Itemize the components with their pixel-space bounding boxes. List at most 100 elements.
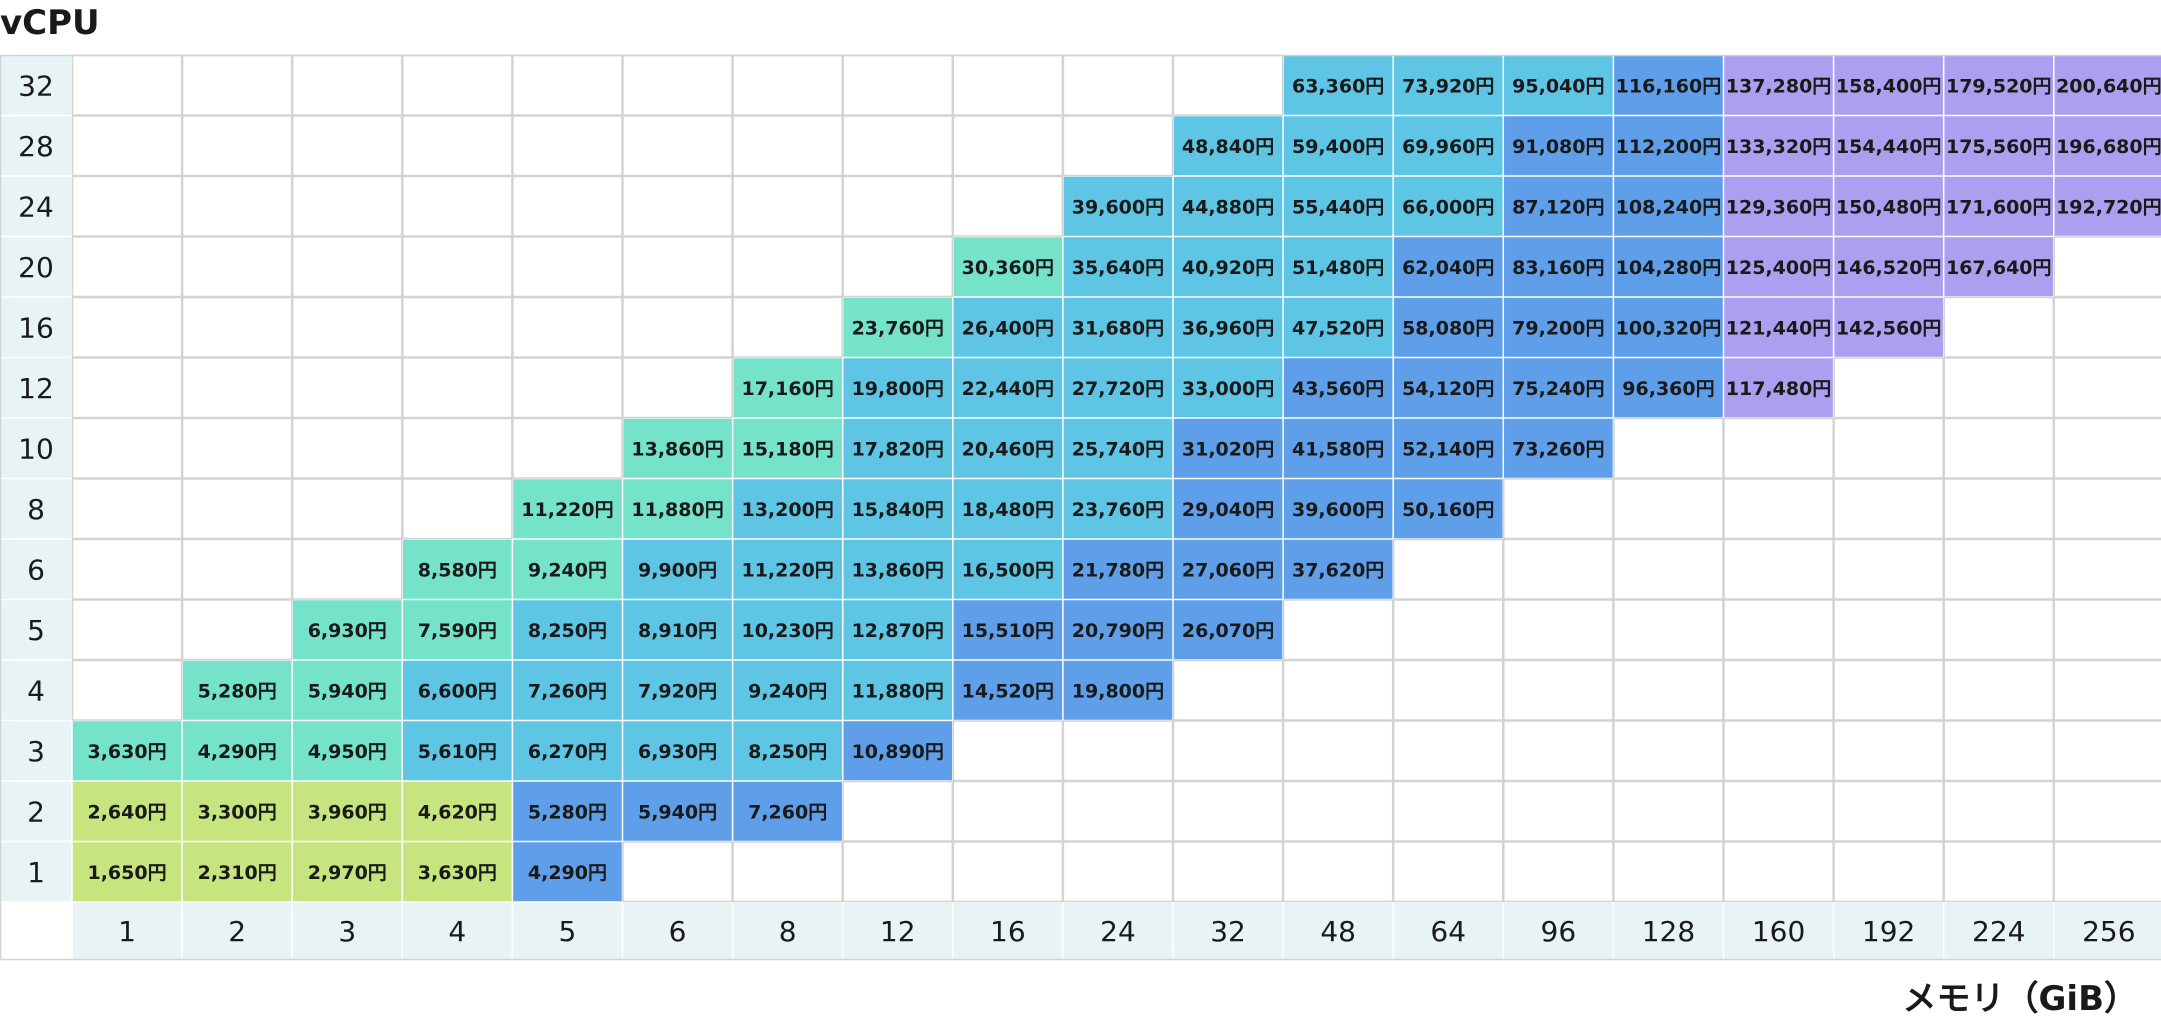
price-cell-fill bbox=[1723, 55, 1834, 116]
price-cell-label: 13,860円 bbox=[852, 559, 944, 581]
price-cell: 112,200円 bbox=[1613, 115, 1724, 176]
price-cell-label: 51,480円 bbox=[1292, 257, 1384, 279]
empty-cell bbox=[842, 115, 954, 177]
price-cell-label: 48,840円 bbox=[1182, 136, 1274, 158]
price-cell-label: 11,880円 bbox=[631, 499, 723, 521]
empty-cell bbox=[291, 296, 403, 358]
price-cell-fill bbox=[1613, 176, 1724, 237]
price-cell-fill bbox=[1283, 418, 1394, 479]
price-cell-fill bbox=[1283, 115, 1394, 176]
price-cell-fill bbox=[512, 720, 623, 781]
price-cell-label: 19,800円 bbox=[852, 378, 944, 400]
empty-cell bbox=[1613, 780, 1724, 842]
price-cell-fill bbox=[732, 539, 843, 600]
empty-cell bbox=[1503, 841, 1614, 903]
price-cell: 9,240円 bbox=[512, 539, 623, 600]
price-cell: 11,880円 bbox=[622, 478, 733, 539]
price-cell-fill bbox=[182, 720, 293, 781]
empty-cell bbox=[291, 417, 403, 479]
price-cell-fill bbox=[1613, 297, 1724, 358]
price-cell-label: 175,560円 bbox=[1946, 136, 2052, 158]
empty-cell bbox=[952, 720, 1064, 782]
price-cell-fill bbox=[1062, 660, 1173, 721]
empty-cell bbox=[402, 175, 513, 237]
price-cell-fill bbox=[1393, 115, 1504, 176]
price-cell-fill bbox=[1393, 418, 1504, 479]
price-cell-label: 35,640円 bbox=[1072, 257, 1164, 279]
price-cell-fill bbox=[622, 599, 733, 660]
price-cell-fill bbox=[1503, 297, 1614, 358]
price-cell: 100,320円 bbox=[1613, 297, 1724, 358]
price-cell-label: 7,920円 bbox=[638, 680, 717, 702]
price-cell: 15,510円 bbox=[952, 599, 1063, 660]
price-cell-fill bbox=[732, 478, 843, 539]
y-tick-label: 2 bbox=[27, 795, 45, 828]
price-cell-label: 9,900円 bbox=[638, 559, 717, 581]
price-cell: 19,800円 bbox=[1062, 660, 1173, 721]
x-tick-label: 5 bbox=[559, 915, 577, 948]
empty-cell bbox=[291, 236, 403, 298]
empty-cell bbox=[2053, 780, 2161, 842]
empty-cell bbox=[1943, 659, 2055, 721]
price-cell-fill bbox=[292, 781, 403, 842]
grid-frame bbox=[0, 54, 2161, 961]
empty-cell bbox=[1613, 841, 1724, 903]
x-tick-label: 64 bbox=[1430, 915, 1466, 948]
price-cell-fill bbox=[842, 720, 953, 781]
price-cell-fill bbox=[1283, 478, 1394, 539]
empty-cell bbox=[1172, 720, 1284, 782]
empty-cell bbox=[291, 538, 403, 600]
price-cell-fill bbox=[72, 781, 183, 842]
price-cell: 142,560円 bbox=[1833, 297, 1944, 358]
y-tick-label: 5 bbox=[27, 614, 45, 647]
price-cell-label: 62,040円 bbox=[1402, 257, 1494, 279]
price-cell: 13,860円 bbox=[842, 539, 953, 600]
price-cell: 116,160円 bbox=[1613, 55, 1724, 116]
price-cell-fill bbox=[622, 720, 733, 781]
price-cell: 47,520円 bbox=[1283, 297, 1394, 358]
price-cell: 62,040円 bbox=[1393, 236, 1504, 297]
price-cell: 20,460円 bbox=[952, 418, 1063, 479]
empty-cell bbox=[1723, 659, 1834, 721]
empty-cell bbox=[181, 599, 293, 661]
price-cell-label: 104,280円 bbox=[1616, 257, 1722, 279]
empty-cell bbox=[181, 538, 293, 600]
price-cell-label: 18,480円 bbox=[962, 499, 1054, 521]
price-cell-label: 11,220円 bbox=[521, 499, 613, 521]
price-cell: 179,520円 bbox=[1943, 55, 2054, 116]
x-axis-band bbox=[72, 902, 2161, 960]
empty-cell bbox=[1833, 599, 1944, 661]
price-cell-label: 196,680円 bbox=[2056, 136, 2161, 158]
price-cell: 19,800円 bbox=[842, 357, 953, 418]
y-tick-label: 4 bbox=[27, 674, 45, 707]
empty-cell bbox=[402, 478, 513, 540]
price-cell-fill bbox=[1943, 115, 2054, 176]
price-cell: 23,760円 bbox=[842, 297, 953, 358]
price-cell-label: 19,800円 bbox=[1072, 680, 1164, 702]
empty-cell bbox=[181, 236, 293, 298]
empty-cell bbox=[1062, 115, 1174, 177]
price-cell-label: 73,260円 bbox=[1512, 438, 1604, 460]
price-cell-fill bbox=[1833, 297, 1944, 358]
price-cell: 3,630円 bbox=[402, 841, 513, 902]
empty-cell bbox=[1833, 720, 1944, 782]
empty-cell bbox=[1943, 417, 2055, 479]
empty-cell bbox=[402, 296, 513, 358]
price-cell-label: 21,780円 bbox=[1072, 559, 1164, 581]
price-cell: 48,840円 bbox=[1173, 115, 1284, 176]
empty-cell bbox=[1062, 780, 1174, 842]
price-cells: 1,650円 2,310円 2,970円 3,630円 4,290円 2,640円 3,30… bbox=[72, 55, 2161, 902]
price-cell-label: 7,260円 bbox=[748, 801, 827, 823]
price-cell-fill bbox=[1062, 539, 1173, 600]
price-cell: 37,620円 bbox=[1283, 539, 1394, 600]
empty-cell bbox=[732, 236, 843, 298]
empty-cell bbox=[512, 296, 623, 358]
empty-cell bbox=[1392, 538, 1504, 600]
price-cell: 2,310円 bbox=[182, 841, 293, 902]
price-cell: 75,240円 bbox=[1503, 357, 1614, 418]
price-cell: 50,160円 bbox=[1393, 478, 1504, 539]
empty-cell bbox=[1833, 478, 1944, 540]
price-cell-fill bbox=[952, 297, 1063, 358]
price-cell-label: 5,940円 bbox=[308, 680, 387, 702]
price-cell: 3,300円 bbox=[182, 781, 293, 842]
